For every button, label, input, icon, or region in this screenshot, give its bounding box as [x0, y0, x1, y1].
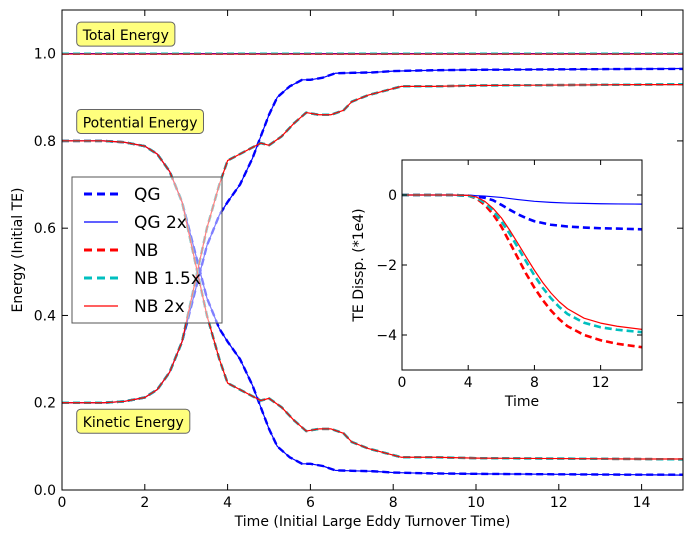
series-line-nb-2x [402, 194, 642, 330]
x-axis-title: Time (Initial Large Eddy Turnover Time) [234, 514, 511, 530]
series-line-nb-1-5x [402, 193, 642, 334]
y-axis-title: Energy (Initial TE) [10, 188, 26, 313]
inset-x-tick-label: 0 [398, 375, 407, 391]
annotation-total-energy: Total Energy [76, 21, 176, 47]
x-tick-label: 12 [550, 495, 568, 511]
annotations-group: Total Energy Potential Energy Kinetic Ener… [76, 21, 204, 434]
y-tick-label: 0.0 [34, 483, 56, 499]
x-tick-label: 2 [140, 495, 149, 511]
inset-y-tick-label: −4 [376, 328, 397, 344]
inset-chart: 0 4 8 12 0 −2 −4 Time TE Dissp. (*1e4) [351, 159, 643, 410]
legend-entry-qg-2x: QG 2x [84, 213, 187, 233]
inset-x-tick-label: 8 [530, 375, 539, 391]
legend-label: NB [134, 241, 158, 261]
inset-x-axis-title: Time [504, 394, 539, 410]
series-line-nb-2x-kinetic [62, 84, 683, 404]
annotation-label: Potential Energy [83, 115, 198, 131]
legend-entry-qg: QG [84, 185, 161, 205]
annotation-label: Total Energy [82, 28, 169, 44]
legend-entry-nb: NB [84, 241, 158, 261]
inset-lines-clipped [402, 193, 642, 349]
y-tick-label: 0.8 [34, 134, 56, 150]
annotation-kinetic-energy: Kinetic Energy [76, 408, 191, 434]
y-tick-label: 1.0 [34, 47, 56, 63]
x-tick-label: 6 [306, 495, 315, 511]
inset-y-tick-label: 0 [388, 188, 397, 204]
series-line-nb-2x-potential [62, 140, 683, 460]
x-tick-label: 8 [389, 495, 398, 511]
x-tick-label: 10 [467, 495, 485, 511]
y-tick-label: 0.6 [34, 221, 56, 237]
annotation-box [76, 21, 176, 47]
legend-entry-nb-2x: NB 2x [84, 297, 185, 317]
x-tick-label: 0 [58, 495, 67, 511]
legend-label: NB 2x [134, 297, 185, 317]
main-series-group [61, 9, 684, 491]
legend-label: QG [134, 185, 161, 205]
y-tick-label: 0.4 [34, 308, 56, 324]
series-line-nb [402, 193, 642, 349]
y-tick-label: 0.2 [34, 396, 56, 412]
plot-frame [61, 9, 684, 491]
annotation-potential-energy: Potential Energy [76, 108, 204, 134]
annotation-label: Kinetic Energy [83, 415, 184, 431]
inset-y-tick-label: −2 [376, 258, 397, 274]
x-tick-label: 4 [223, 495, 232, 511]
annotation-box [76, 108, 204, 134]
legend-entry-nb-1-5x: NB 1.5x [84, 269, 201, 289]
annotation-box [76, 408, 191, 434]
inset-frame [401, 159, 643, 371]
main-lines-clipped [62, 52, 683, 476]
legend-label: QG 2x [134, 213, 187, 233]
legend: QG QG 2x NB NB 1.5x NB 2x [71, 176, 223, 324]
x-tick-label: 14 [633, 495, 651, 511]
inset-y-axis-title: TE Dissp. (*1e4) [351, 208, 367, 322]
inset-x-tick-label: 12 [592, 375, 610, 391]
inset-x-tick-label: 4 [464, 375, 473, 391]
legend-label: NB 1.5x [134, 269, 201, 289]
